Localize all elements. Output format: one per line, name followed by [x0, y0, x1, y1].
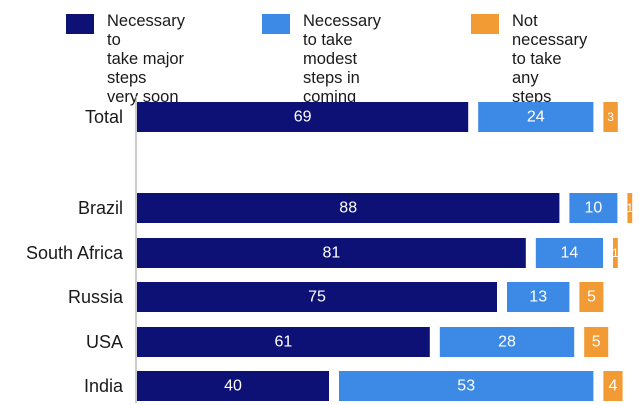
bar-india-no-steps [603, 371, 623, 401]
bar-russia-no-steps [579, 282, 604, 312]
data-label-usa-modest-steps: 28 [498, 334, 516, 351]
bar-total-no-steps [603, 102, 618, 132]
bar-usa-no-steps [584, 327, 609, 357]
bar-south-africa-modest-steps [535, 238, 603, 268]
data-label-total-modest-steps: 24 [527, 109, 545, 126]
data-label-usa-major-steps: 61 [275, 334, 293, 351]
bar-brazil-modest-steps [569, 193, 618, 223]
data-label-usa-no-steps: 5 [592, 334, 601, 351]
bar-south-africa-major-steps [137, 238, 526, 268]
category-label-india: India [84, 376, 124, 396]
data-label-brazil-modest-steps: 10 [585, 200, 603, 217]
bar-brazil-no-steps [627, 193, 633, 223]
data-label-russia-major-steps: 75 [308, 289, 326, 306]
legend-swatch-major-steps [66, 14, 94, 34]
bar-brazil-major-steps [137, 193, 560, 223]
data-label-india-major-steps: 40 [224, 378, 242, 395]
bar-usa-major-steps [137, 327, 430, 357]
category-label-brazil: Brazil [78, 198, 123, 218]
bar-usa-modest-steps [439, 327, 575, 357]
data-label-brazil-major-steps: 88 [339, 200, 357, 217]
category-label-usa: USA [86, 332, 123, 352]
bar-russia-modest-steps [507, 282, 570, 312]
bar-russia-major-steps [137, 282, 497, 312]
category-label-south-africa: South Africa [26, 243, 124, 263]
data-label-india-modest-steps: 53 [457, 378, 475, 395]
data-label-brazil-no-steps: 1 [626, 201, 633, 215]
bar-india-major-steps [137, 371, 329, 401]
data-label-south-africa-no-steps: 1 [612, 246, 619, 260]
legend-label-modest-steps: Necessary to take modest steps in coming… [303, 12, 381, 125]
data-label-south-africa-major-steps: 81 [323, 245, 341, 262]
legend-swatch-modest-steps [262, 14, 290, 34]
data-label-south-africa-modest-steps: 14 [561, 245, 579, 262]
category-label-russia: Russia [68, 287, 124, 307]
data-label-india-no-steps: 4 [609, 378, 618, 395]
bar-india-modest-steps [339, 371, 594, 401]
data-label-russia-no-steps: 5 [587, 289, 596, 306]
bar-total-major-steps [137, 102, 469, 132]
legend-label-major-steps: Necessary to take major steps very soon [107, 12, 185, 106]
legend-swatch-no-steps [471, 14, 499, 34]
bar-south-africa-no-steps [613, 238, 618, 268]
data-label-total-major-steps: 69 [294, 109, 312, 126]
bar-total-modest-steps [478, 102, 594, 132]
data-label-total-no-steps: 3 [607, 110, 614, 124]
legend-label-no-steps: Not necessary to take any steps [512, 12, 588, 106]
category-label-total: Total [85, 107, 123, 127]
data-label-russia-modest-steps: 13 [529, 289, 547, 306]
